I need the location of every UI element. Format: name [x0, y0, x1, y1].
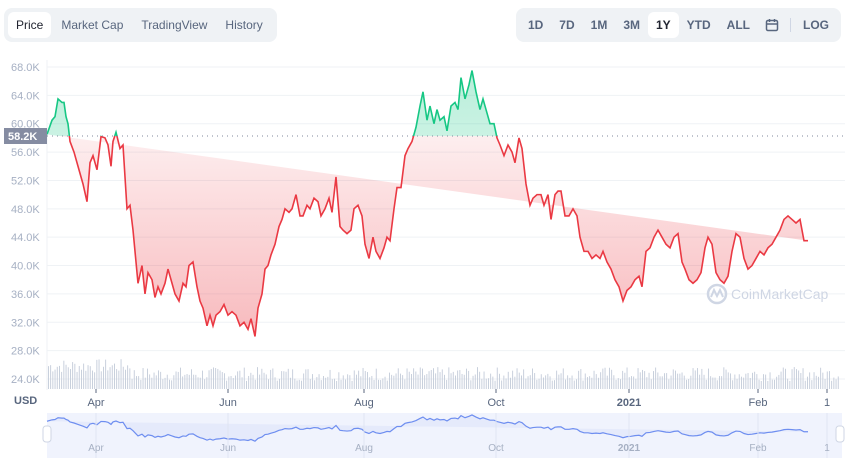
range-1y[interactable]: 1Y [647, 12, 679, 38]
x-axis-labels: Apr Jun Aug Oct 2021 Feb 1 [87, 389, 830, 409]
navigator-handle-left[interactable] [42, 425, 52, 443]
coinmarketcap-watermark: CoinMarketCap [706, 283, 828, 305]
range-ytd[interactable]: YTD [686, 18, 711, 32]
svg-text:1: 1 [824, 443, 830, 454]
tab-market-cap[interactable]: Market Cap [61, 18, 124, 32]
y-tick-label: 28.0K [11, 346, 40, 358]
x-tick-label: Oct [487, 397, 504, 409]
x-tick-label: Jun [219, 397, 237, 409]
x-tick-label: Feb [749, 397, 768, 409]
y-tick-label: 68.0K [11, 62, 40, 74]
x-tick-label: 2021 [617, 397, 641, 409]
y-tick-label: 48.0K [11, 204, 40, 216]
price-line-down [68, 136, 808, 337]
tab-price[interactable]: Price [8, 12, 52, 38]
reference-price-label: 58.2K [8, 131, 37, 143]
y-tick-label: 52.0K [11, 175, 40, 187]
svg-text:Feb: Feb [749, 443, 767, 454]
y-tick-label: 36.0K [11, 289, 40, 301]
range-7d[interactable]: 7D [559, 18, 575, 32]
reference-price-badge [4, 128, 47, 144]
svg-text:Apr: Apr [88, 443, 104, 454]
y-tick-label: 56.0K [11, 147, 40, 159]
range-1m[interactable]: 1M [590, 18, 608, 32]
range-3m[interactable]: 3M [623, 18, 640, 32]
y-tick-label: 24.0K [11, 374, 40, 386]
y-tick-label: 40.0K [11, 261, 40, 273]
svg-text:Jun: Jun [220, 443, 236, 454]
divider [790, 18, 791, 32]
currency-label: USD [14, 395, 37, 407]
y-tick-label: 60.0K [11, 119, 40, 131]
navigator-handle-right[interactable] [835, 425, 845, 443]
y-tick-label: 64.0K [11, 90, 40, 102]
calendar-icon[interactable] [758, 18, 786, 32]
svg-text:Oct: Oct [488, 443, 504, 454]
range-all[interactable]: ALL [726, 18, 750, 32]
y-axis-labels: 68.0K 64.0K 60.0K 56.0K 52.0K 48.0K 44.0K 40.0K… [11, 62, 40, 386]
svg-text:Aug: Aug [355, 443, 373, 454]
y-tick-label: 44.0K [11, 232, 40, 244]
tab-tradingview[interactable]: TradingView [141, 18, 208, 32]
x-tick-label: Apr [87, 397, 104, 409]
log-scale-toggle[interactable]: LOG [803, 18, 829, 32]
y-tick-label: 32.0K [11, 317, 40, 329]
x-tick-label: 1 [824, 397, 830, 409]
volume-bars [48, 359, 839, 389]
range-1d[interactable]: 1D [527, 18, 544, 32]
chart-type-tabs: Price Market Cap TradingView History [4, 8, 277, 42]
time-range-selector: 1D 7D 1M 3M 1Y YTD ALL LOG [515, 8, 841, 42]
x-tick-label: Aug [354, 397, 374, 409]
tab-history[interactable]: History [225, 18, 263, 32]
svg-text:2021: 2021 [618, 443, 641, 454]
svg-text:CoinMarketCap: CoinMarketCap [731, 286, 828, 302]
range-navigator[interactable]: Apr Jun Aug Oct 2021 Feb 1 [42, 413, 845, 458]
